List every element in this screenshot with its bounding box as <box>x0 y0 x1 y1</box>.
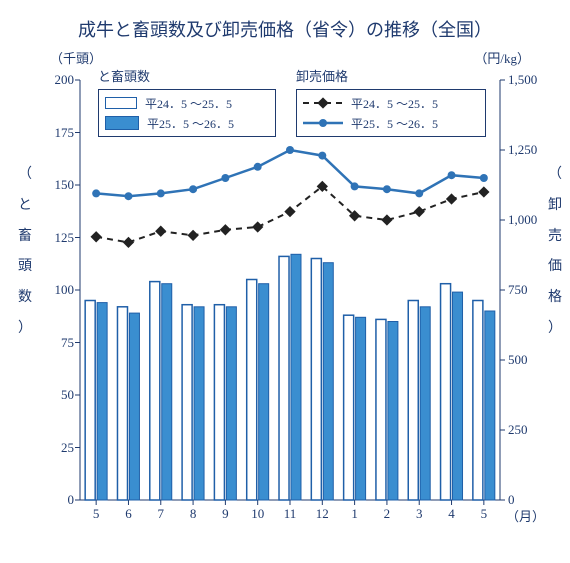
y-right-tick: 1,500 <box>508 72 552 88</box>
x-tick: 10 <box>246 506 270 522</box>
x-tick: 1 <box>343 506 367 522</box>
y-left-tick: 200 <box>36 72 74 88</box>
x-tick: 11 <box>278 506 302 522</box>
y-left-tick: 100 <box>36 282 74 298</box>
y-left-axis-title: （と畜頭数） <box>18 160 32 345</box>
y-right-tick: 1,250 <box>508 142 552 158</box>
y-right-tick: 500 <box>508 352 552 368</box>
y-right-tick: 1,000 <box>508 212 552 228</box>
plot-svg <box>80 80 500 500</box>
x-tick: 6 <box>116 506 140 522</box>
x-tick: 8 <box>181 506 205 522</box>
x-tick: 7 <box>149 506 173 522</box>
y-left-unit: （千頭） <box>50 48 102 67</box>
chart-container: 成牛と畜頭数及び卸売価格（省令）の推移（全国） （千頭） （円/kg） （と畜頭… <box>0 0 570 563</box>
chart-title: 成牛と畜頭数及び卸売価格（省令）の推移（全国） <box>0 16 570 42</box>
x-unit-label: （月） <box>506 506 545 525</box>
y-left-tick: 25 <box>36 440 74 456</box>
y-right-tick: 250 <box>508 422 552 438</box>
x-tick: 5 <box>84 506 108 522</box>
y-left-tick: 125 <box>36 230 74 246</box>
y-right-tick: 750 <box>508 282 552 298</box>
y-left-tick: 50 <box>36 387 74 403</box>
y-left-tick: 150 <box>36 177 74 193</box>
x-tick: 4 <box>440 506 464 522</box>
x-tick: 2 <box>375 506 399 522</box>
y-right-unit: （円/kg） <box>474 48 530 67</box>
y-right-axis-title: （卸売価格） <box>548 160 562 345</box>
plot-area <box>80 80 500 500</box>
y-left-tick: 0 <box>36 492 74 508</box>
x-tick: 3 <box>407 506 431 522</box>
y-left-tick: 75 <box>36 335 74 351</box>
x-tick: 5 <box>472 506 496 522</box>
x-tick: 12 <box>310 506 334 522</box>
x-tick: 9 <box>213 506 237 522</box>
y-left-tick: 175 <box>36 125 74 141</box>
